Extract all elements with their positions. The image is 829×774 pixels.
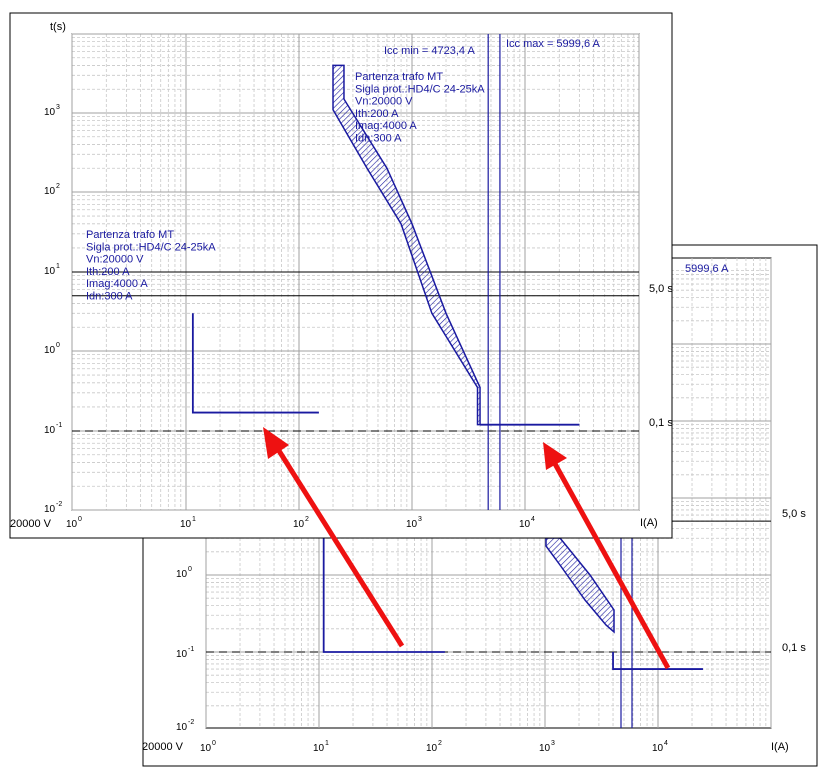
x-tick-label: 10 (293, 519, 305, 530)
y-tick-label: 10 (44, 345, 56, 356)
back-y-tick-exponent: 0 (188, 566, 192, 573)
y-tick-exponent: 0 (56, 342, 60, 349)
back-y-tick-label: 10 (176, 569, 188, 580)
back-x-tick-label: 10 (652, 743, 664, 754)
curve-label-line: Vn:20000 V (86, 254, 144, 266)
x-tick-label: 10 (180, 519, 192, 530)
curve-label-line: Ith:200 A (86, 266, 130, 278)
icc-min-label: Icc min = 4723,4 A (384, 45, 475, 57)
back-x-tick-label: 10 (200, 743, 212, 754)
back-voltage-label: 20000 V (142, 741, 184, 753)
back-x-axis-label: I(A) (771, 741, 789, 753)
back-x-tick-exponent: 4 (664, 740, 668, 747)
curve-label-line: Sigla prot.:HD4/C 24-25kA (86, 241, 216, 253)
y-tick-label: 10 (44, 266, 56, 277)
back-y-tick-exponent: -1 (188, 646, 194, 653)
annotation-arrows (263, 427, 671, 670)
back-x-tick-exponent: 3 (551, 740, 555, 747)
back-curve-band (545, 537, 615, 634)
x-tick-exponent: 1 (192, 516, 196, 523)
arrow-right (551, 460, 671, 670)
x-tick-exponent: 0 (78, 516, 82, 523)
x-tick-label: 10 (519, 519, 531, 530)
back-y-tick-exponent: -2 (188, 719, 194, 726)
curve-label-line: Imag:4000 A (355, 120, 417, 132)
y-tick-label: 10 (44, 186, 56, 197)
x-tick-label: 10 (66, 519, 78, 530)
back-x-tick-label: 10 (313, 743, 325, 754)
arrow-left (273, 444, 405, 648)
back-y-tick-label: 10 (176, 649, 188, 660)
right-label-01s: 0,1 s (649, 417, 673, 429)
y-axis-label: t(s) (50, 21, 66, 33)
arrow-left-head (263, 427, 289, 459)
curve-label-line: Ith:200 A (355, 108, 399, 120)
back-x-tick-exponent: 1 (325, 740, 329, 747)
curve-label-line: Partenza trafo MT (355, 71, 443, 83)
back-icc-max-label: 5999,6 A (685, 263, 729, 275)
arrow-right-head (543, 442, 567, 470)
x-tick-exponent: 3 (418, 516, 422, 523)
y-tick-label: 10 (44, 504, 56, 515)
right-label-5s: 5,0 s (649, 283, 673, 295)
curve-label-line: Partenza trafo MT (86, 229, 174, 241)
curve-label-line: Imag:4000 A (86, 278, 148, 290)
voltage-label: 20000 V (10, 518, 52, 530)
back-x-tick-exponent: 0 (212, 740, 216, 747)
back-x-tick-exponent: 2 (438, 740, 442, 747)
curve-label-line: Idn:300 A (86, 291, 133, 303)
back-right-label-01s: 0,1 s (782, 642, 806, 654)
back-right-label-5s: 5,0 s (782, 508, 806, 520)
x-tick-exponent: 4 (531, 516, 535, 523)
y-tick-exponent: -1 (56, 422, 62, 429)
curve-band (332, 64, 481, 426)
y-tick-label: 10 (44, 425, 56, 436)
curve-left (191, 313, 319, 414)
back-curve-right (612, 652, 703, 670)
back-y-tick-label: 10 (176, 722, 188, 733)
x-tick-label: 10 (406, 519, 418, 530)
curve-label-line: Vn:20000 V (355, 96, 413, 108)
x-tick-exponent: 2 (305, 516, 309, 523)
y-tick-exponent: 2 (56, 183, 60, 190)
y-tick-exponent: 3 (56, 104, 60, 111)
back-curve-left (322, 498, 445, 653)
x-axis-label: I(A) (640, 517, 658, 529)
y-tick-exponent: -2 (56, 501, 62, 508)
icc-max-label: Icc max = 5999,6 A (506, 38, 601, 50)
curve-label-line: Sigla prot.:HD4/C 24-25kA (355, 83, 485, 95)
y-tick-exponent: 1 (56, 263, 60, 270)
back-x-tick-label: 10 (426, 743, 438, 754)
back-x-tick-label: 10 (539, 743, 551, 754)
curve-label-line: Idn:300 A (355, 133, 402, 145)
y-tick-label: 10 (44, 107, 56, 118)
